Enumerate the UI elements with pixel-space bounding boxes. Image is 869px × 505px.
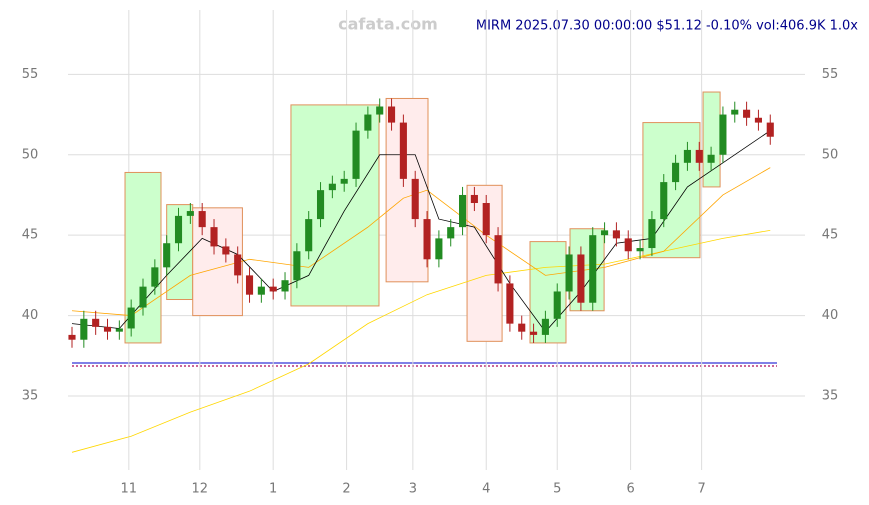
candle-body: [601, 230, 609, 236]
candle-body: [186, 211, 194, 216]
y-tick-label-right: 50: [822, 147, 839, 162]
candle-body: [660, 182, 668, 220]
candle-body: [364, 114, 372, 131]
candle-body: [636, 248, 644, 252]
candle-body: [305, 219, 313, 252]
box: [642, 122, 701, 259]
candle-body: [387, 106, 396, 123]
chart-title: MIRM 2025.07.30 00:00:00 $51.12 -0.10% v…: [476, 19, 858, 34]
candle-body: [316, 190, 325, 220]
candle-body: [530, 331, 538, 335]
candle-body: [163, 243, 171, 268]
candle-body: [269, 286, 277, 292]
candle-body: [340, 178, 348, 184]
watermark: cafata.com: [338, 15, 438, 34]
y-tick-label: 50: [22, 147, 39, 162]
candle-body: [435, 238, 443, 260]
y-tick-label: 40: [22, 308, 39, 323]
x-tick-label: 12: [192, 482, 209, 497]
candle-body: [281, 280, 289, 292]
box: [702, 91, 721, 188]
candle-body: [541, 318, 549, 335]
candle-body: [565, 254, 573, 292]
candle-body: [293, 251, 301, 281]
candle-body: [174, 215, 183, 244]
candle-body: [719, 114, 727, 155]
candle-body: [198, 211, 206, 228]
y-tick-label-right: 45: [822, 228, 839, 243]
candle-body: [731, 109, 739, 115]
candle-body: [754, 117, 762, 123]
x-tick-label: 2: [342, 482, 350, 497]
candle-body: [234, 254, 242, 276]
x-tick-label: 6: [626, 482, 634, 497]
y-tick-label: 55: [22, 67, 39, 82]
candle-body: [577, 254, 585, 303]
candle-body: [103, 326, 112, 332]
candle-body: [683, 149, 691, 163]
candle-body: [68, 334, 76, 340]
x-tick-label: 3: [409, 482, 417, 497]
y-tick-label: 45: [22, 228, 39, 243]
x-tick-label: 11: [121, 482, 138, 497]
moving-average: [71, 130, 771, 333]
candle-body: [648, 219, 656, 249]
candle-body: [423, 219, 431, 260]
x-tick-label: 1: [269, 482, 277, 497]
candle-body: [589, 235, 597, 303]
candle-body: [376, 106, 384, 115]
candle-body: [482, 203, 490, 236]
y-tick-label-right: 35: [822, 389, 839, 404]
candle-body: [506, 283, 514, 324]
candle-body: [553, 291, 561, 319]
candle-body: [707, 154, 715, 163]
candle-body: [115, 328, 123, 332]
candle-body: [352, 130, 360, 179]
candle-body: [151, 267, 159, 287]
candle-body: [245, 275, 254, 295]
x-tick-label: 4: [482, 482, 490, 497]
y-tick-label-right: 40: [822, 308, 839, 323]
candle-body: [210, 227, 218, 247]
candle-body: [612, 230, 620, 239]
candle-body: [328, 183, 336, 191]
candle-body: [624, 238, 632, 252]
candle-body: [399, 122, 407, 179]
candle-body: [447, 227, 455, 239]
candle-body: [743, 109, 751, 118]
candle-body: [139, 286, 147, 308]
candle-body: [672, 162, 680, 183]
candle-body: [257, 286, 265, 295]
candle-body: [92, 318, 100, 327]
candle-body: [695, 149, 703, 163]
box: [385, 97, 429, 283]
candle-body: [459, 194, 467, 228]
candle-body: [518, 323, 526, 332]
candle-body: [494, 235, 502, 284]
candle-body: [222, 246, 230, 255]
candle-body: [411, 178, 419, 220]
x-tick-label: 5: [553, 482, 561, 497]
y-tick-label-right: 55: [822, 67, 839, 82]
candle-body: [766, 122, 774, 137]
candle-body: [127, 307, 135, 329]
box: [290, 104, 380, 307]
candle-body: [80, 318, 88, 340]
x-tick-label: 7: [697, 482, 705, 497]
candle-body: [470, 194, 478, 204]
y-tick-label: 35: [22, 389, 39, 404]
